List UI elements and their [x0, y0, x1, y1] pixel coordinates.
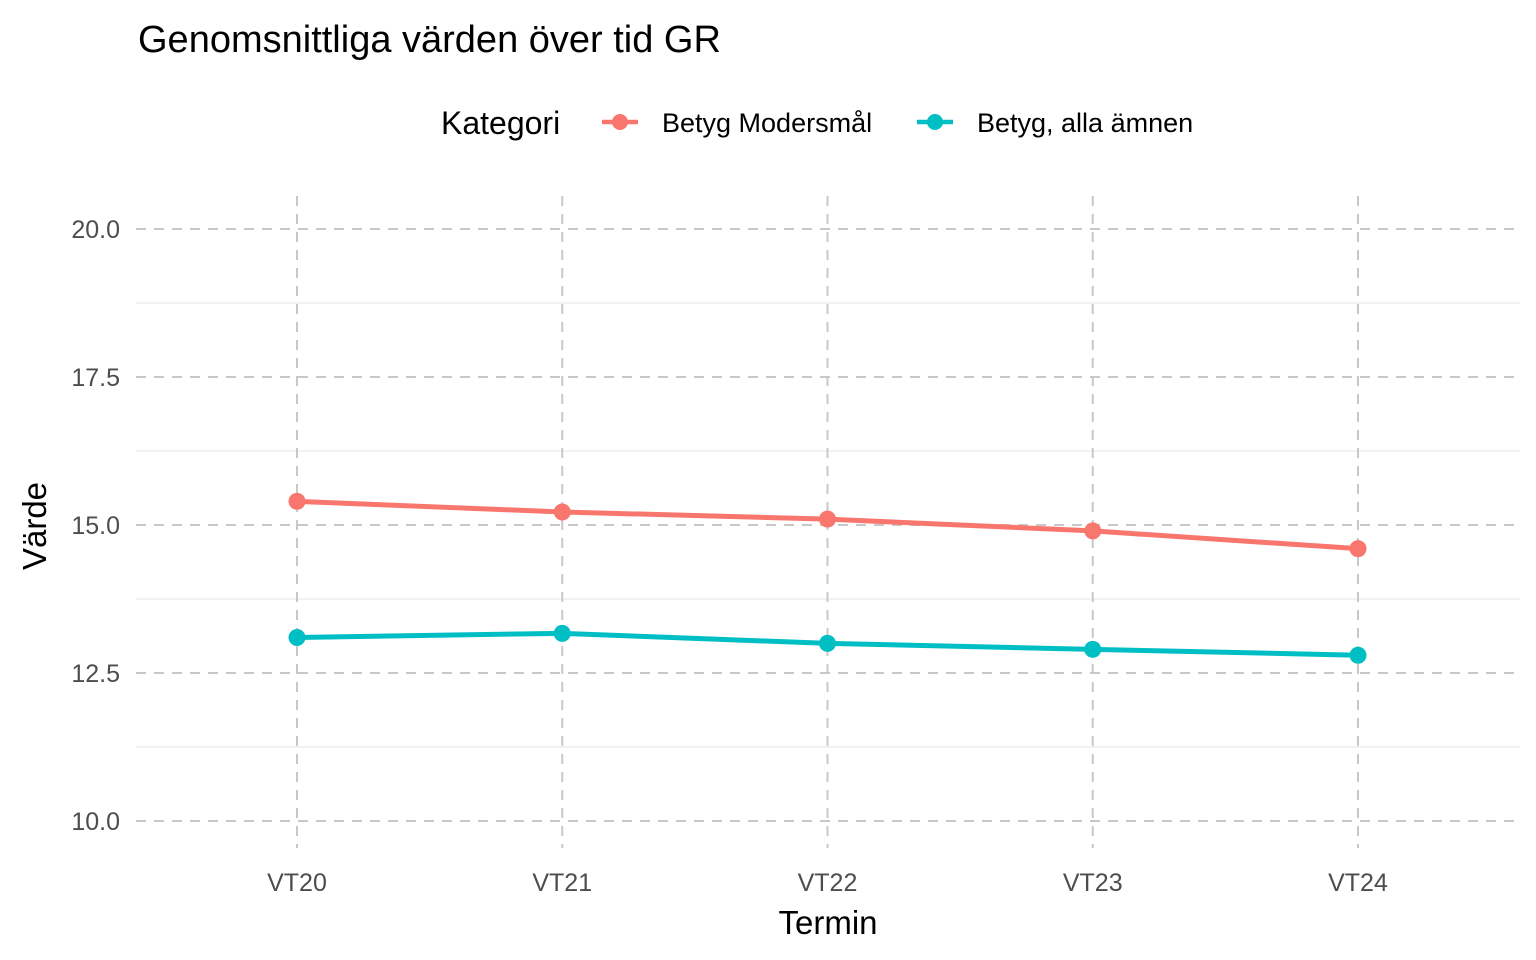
x-tick-label: VT21	[532, 869, 592, 897]
legend-title: Kategori	[441, 105, 560, 141]
legend-label-1: Betyg, alla ämnen	[977, 108, 1193, 138]
series-point-0	[288, 492, 306, 510]
y-axis-title: Värde	[16, 482, 53, 570]
series-point-1	[1349, 646, 1367, 664]
series-point-1	[288, 628, 306, 646]
y-tick-label: 20.0	[71, 216, 120, 244]
y-tick-label: 17.5	[71, 364, 120, 392]
legend-item-0: Betyg Modersmål	[602, 108, 872, 138]
y-tick-label: 10.0	[71, 808, 120, 836]
legend-label-0: Betyg Modersmål	[662, 108, 872, 138]
x-tick-label: VT22	[798, 869, 858, 897]
x-tick-label: VT24	[1328, 869, 1388, 897]
series-point-0	[819, 510, 836, 528]
major-gridlines	[136, 196, 1520, 848]
legend-key-point-1	[927, 114, 943, 130]
series-layer	[288, 492, 1367, 664]
x-tick-label: VT20	[267, 869, 327, 897]
legend-item-1: Betyg, alla ämnen	[917, 108, 1193, 138]
series-point-1	[553, 624, 571, 642]
series-point-0	[553, 503, 571, 521]
series-point-0	[1349, 540, 1367, 558]
x-axis-title: Termin	[778, 904, 877, 941]
series-point-1	[819, 634, 836, 652]
x-axis-tick-labels: VT20 VT21 VT22 VT23 VT24	[267, 869, 1388, 897]
legend: Kategori Betyg Modersmål Betyg, alla ämn…	[441, 105, 1193, 141]
chart-title: Genomsnittliga värden över tid GR	[138, 19, 721, 61]
y-tick-label: 15.0	[71, 512, 120, 540]
x-tick-label: VT23	[1063, 869, 1123, 897]
legend-key-point-0	[612, 114, 628, 130]
y-tick-label: 12.5	[71, 660, 120, 688]
series-point-0	[1084, 522, 1102, 540]
series-point-1	[1084, 640, 1102, 658]
y-axis-tick-labels: 10.0 12.5 15.0 17.5 20.0	[71, 216, 120, 836]
